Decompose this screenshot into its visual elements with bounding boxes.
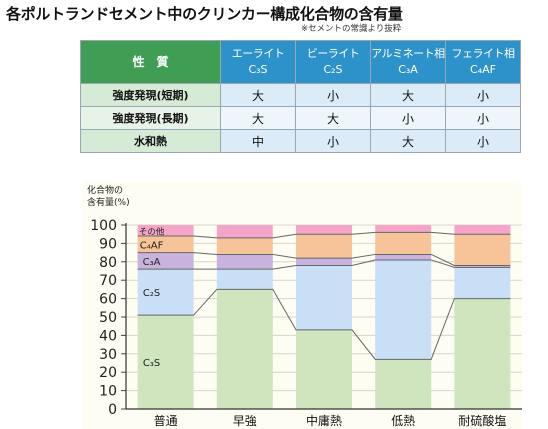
- page-title: 各ポルトランドセメント中のクリンカー構成化合物の含有量: [6, 5, 403, 23]
- properties-table: 性 質 エーライト C₃S ビーライト C₂S アルミネート相 C₃A フェライト相 C…: [80, 40, 521, 153]
- phase-name: フェライト相: [451, 47, 516, 60]
- phase-header-aluminate: アルミネート相 C₃A: [370, 40, 446, 84]
- x-tick-label: 耐硫酸塩: [458, 413, 506, 428]
- bar-segment: [296, 225, 352, 235]
- y-tick-label: 30: [99, 347, 117, 363]
- y-tick-label: 100: [90, 218, 117, 234]
- table-row-header: 強度発現(長期): [80, 106, 221, 130]
- y-tick-label: 50: [99, 310, 117, 326]
- x-tick-label: 早強: [233, 414, 257, 428]
- bar-segment: [216, 254, 273, 270]
- bar-segment: [296, 265, 352, 330]
- y-tick-label: 60: [99, 292, 117, 308]
- series-label: その他: [139, 227, 165, 238]
- boundary-line: [137, 259, 511, 270]
- table-cell: 大: [220, 106, 296, 130]
- y-tick-label: 20: [99, 365, 117, 381]
- bar-segment: [137, 225, 194, 237]
- table-cell: 小: [295, 83, 371, 107]
- y-tick-label: 0: [108, 402, 117, 418]
- source-note: ※セメントの常識より抜粋: [301, 24, 402, 34]
- bar-segment: [454, 265, 511, 268]
- bar-segment: [137, 236, 194, 253]
- table-cell: 小: [445, 106, 521, 130]
- bar-segment: [454, 267, 511, 299]
- table-cell: 大: [295, 106, 371, 130]
- phase-formula: C₃A: [398, 63, 418, 76]
- phase-name: ビーライト: [306, 47, 360, 60]
- y-tick-label: 80: [99, 255, 117, 271]
- bar-segment: [137, 252, 194, 270]
- bar-segment: [454, 225, 511, 235]
- phase-name: アルミネート相: [371, 47, 445, 60]
- bar-segment: [375, 359, 432, 409]
- bar-segment: [454, 234, 511, 266]
- table-header-row: 性 質 エーライト C₃S ビーライト C₂S アルミネート相 C₃A フェライト相 C…: [80, 40, 521, 84]
- bar-segment: [375, 232, 432, 255]
- table-cell: 小: [445, 129, 521, 153]
- boundary-line: [137, 252, 511, 266]
- bar-segment: [296, 329, 352, 409]
- phase-formula: C₃S: [248, 63, 268, 76]
- table-row: 強度発現(短期) 大 小 大 小: [80, 83, 521, 107]
- bar-segment: [296, 234, 352, 259]
- y-tick-label: 70: [99, 273, 117, 289]
- bar-segment: [137, 315, 194, 409]
- y-tick-label: 90: [99, 236, 117, 252]
- table-cell: 小: [370, 106, 446, 130]
- phase-header-alite: エーライト C₃S: [220, 40, 296, 84]
- x-tick-label: 低熱: [391, 414, 415, 428]
- phase-formula: C₂S: [323, 63, 343, 76]
- table-cell: 大: [220, 83, 296, 107]
- table-cell: 中: [220, 129, 296, 153]
- phase-name: エーライト: [231, 47, 285, 60]
- series-label: C₃A: [143, 257, 161, 268]
- series-label: C₃S: [143, 358, 160, 369]
- boundary-line: [137, 231, 511, 239]
- table-row: 強度発現(長期) 大 大 小 小: [80, 106, 521, 130]
- bar-segment: [216, 225, 273, 238]
- y-tick-label: 10: [99, 384, 117, 400]
- table-cell: 大: [370, 83, 446, 107]
- series-label: C₄AF: [140, 240, 164, 251]
- bar-segment: [296, 258, 352, 266]
- bar-segment: [216, 237, 273, 255]
- y-axis-label: 含有量(%): [87, 196, 130, 208]
- y-axis-label: 化合物の: [87, 184, 123, 196]
- series-label: C₂S: [143, 288, 160, 299]
- boundary-line: [137, 288, 511, 360]
- phase-formula: C₄AF: [470, 63, 496, 76]
- bar-segment: [375, 259, 432, 360]
- x-tick-label: 中庸熱: [306, 413, 342, 428]
- table-cell: 小: [445, 83, 521, 107]
- x-tick-label: 普通: [154, 414, 178, 428]
- bar-segment: [454, 298, 511, 409]
- bar-segment: [216, 289, 273, 409]
- bar-segment: [216, 269, 273, 290]
- bar-segment: [137, 269, 194, 316]
- bar-segment: [375, 225, 432, 233]
- table-row: 水和熱 中 小 大 小: [80, 129, 521, 153]
- bar-segment: [375, 254, 432, 260]
- y-tick-label: 40: [99, 328, 117, 344]
- table-cell: 大: [370, 129, 446, 153]
- table-corner-header: 性 質: [80, 40, 221, 84]
- phase-header-belite: ビーライト C₂S: [295, 40, 371, 84]
